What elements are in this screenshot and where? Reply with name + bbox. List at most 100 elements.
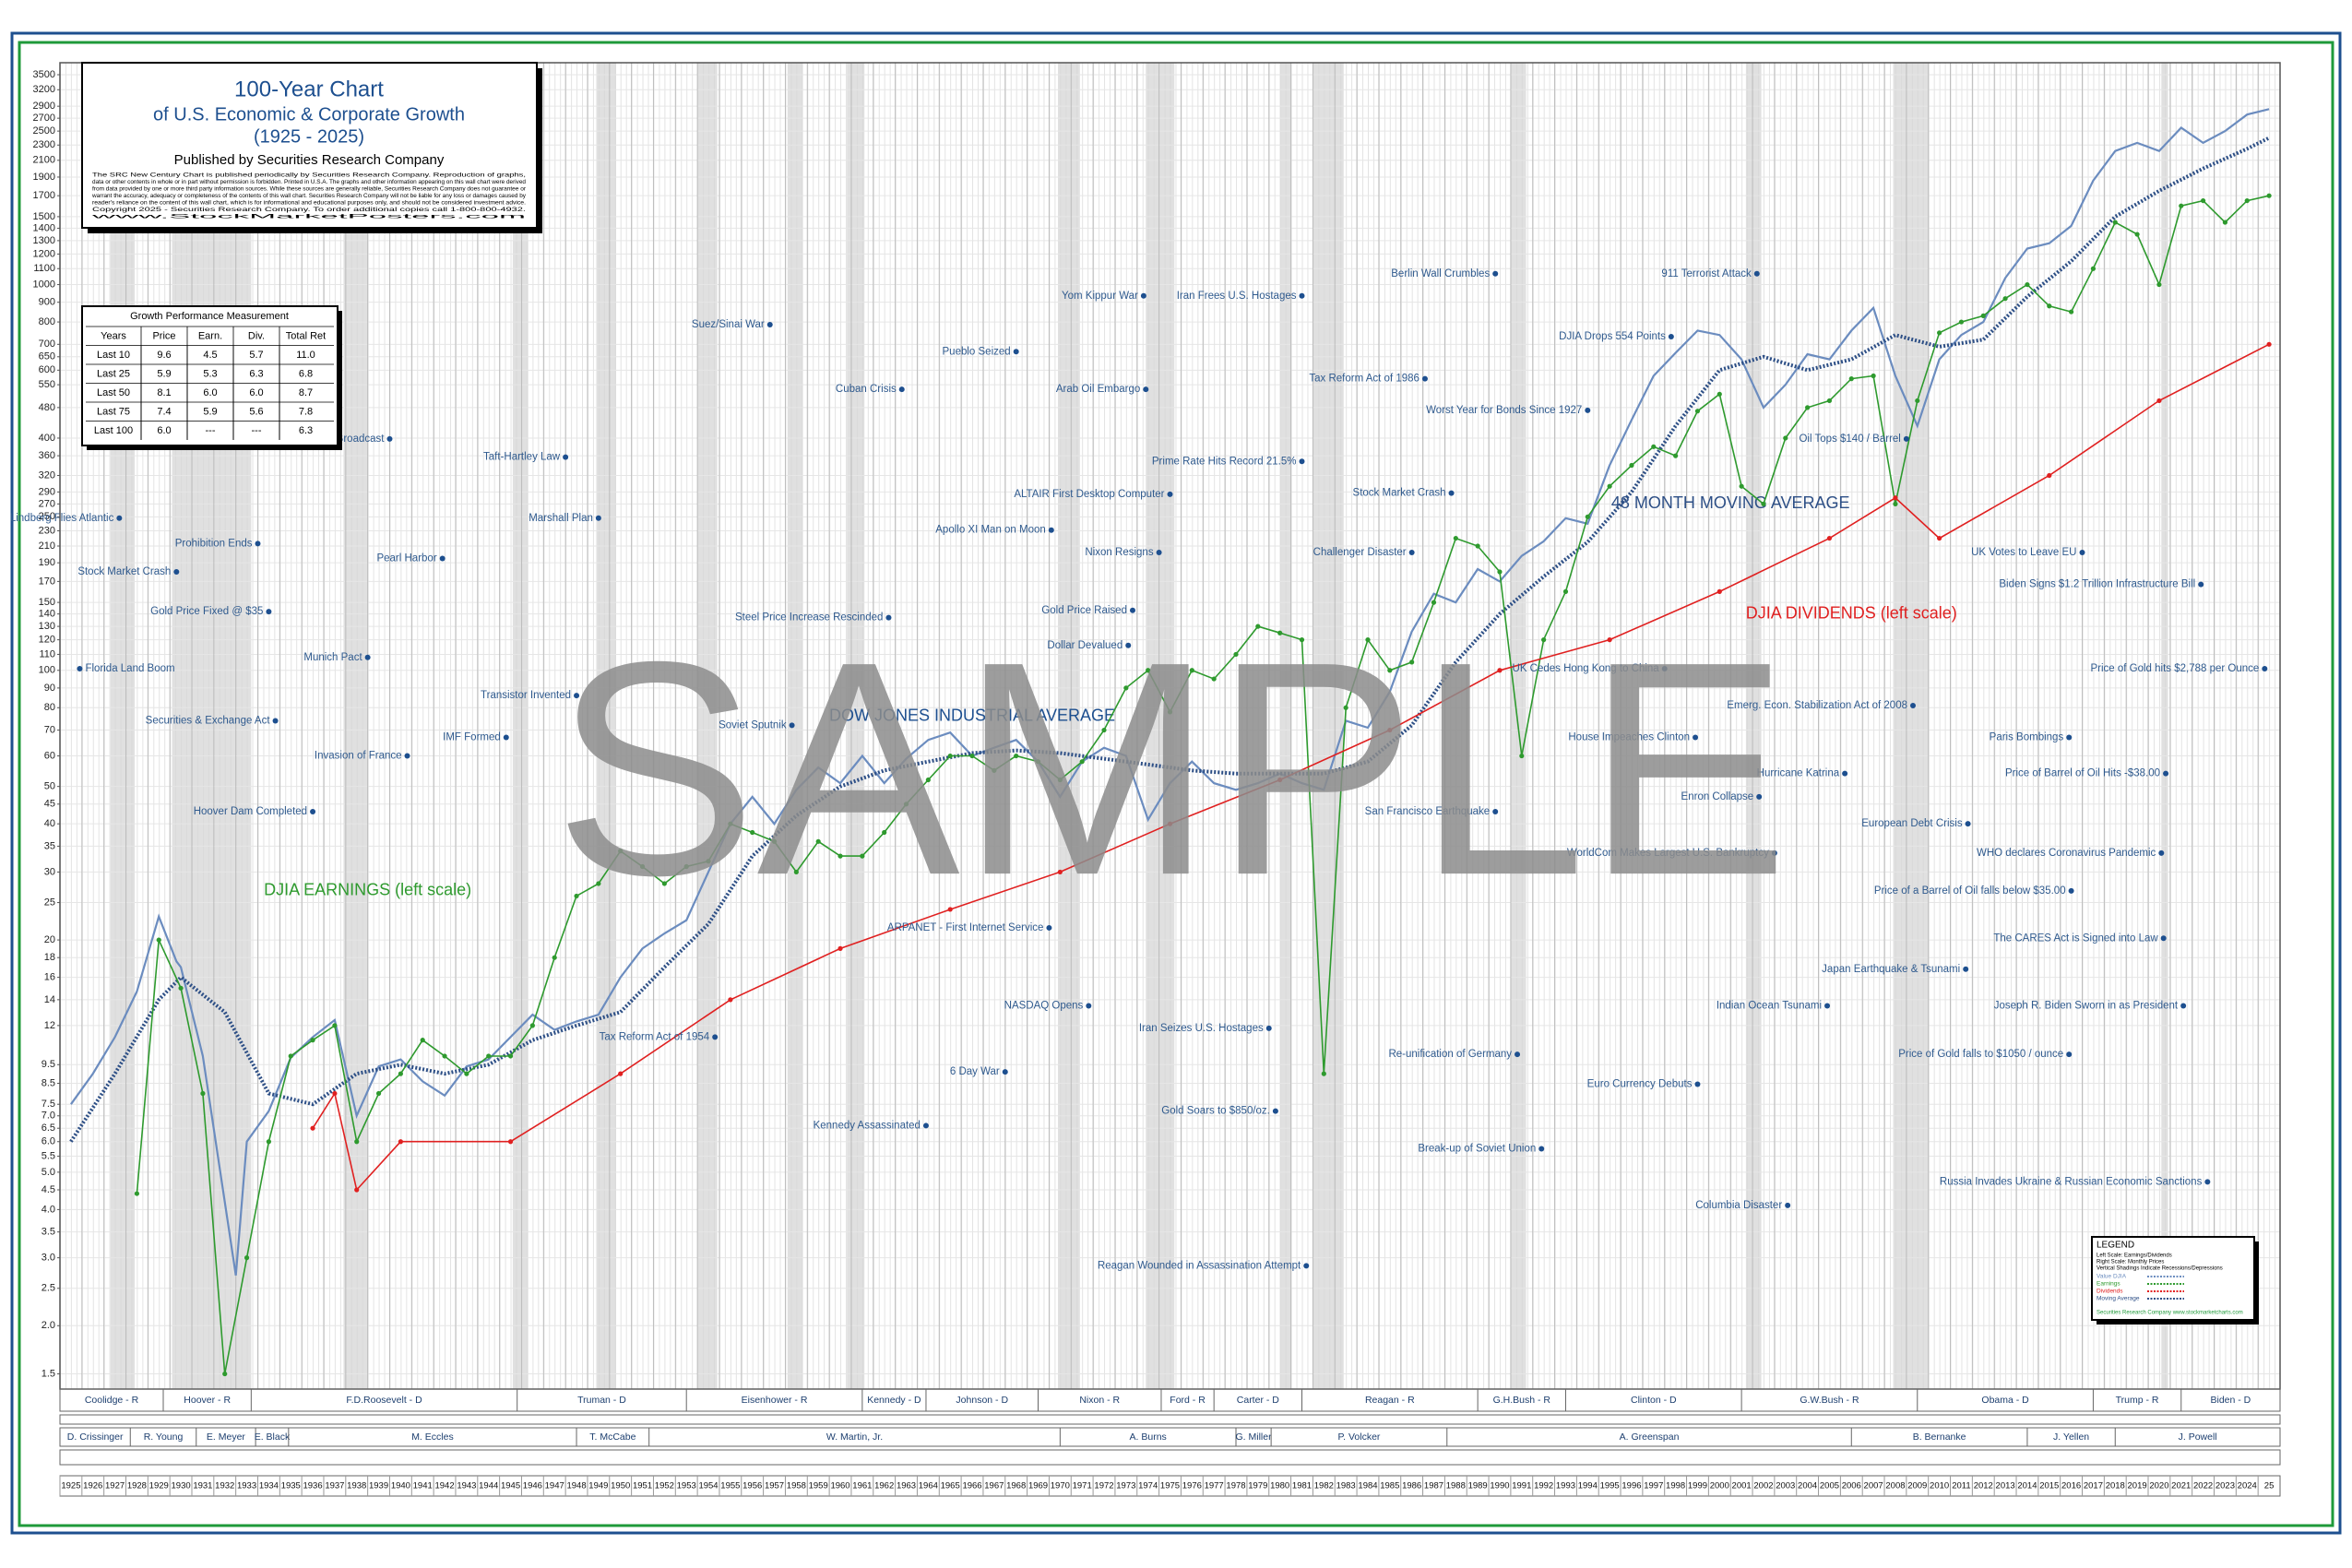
presidents-name: Johnson - D xyxy=(956,1395,1008,1406)
event-dot xyxy=(1753,270,1760,277)
row-frame xyxy=(59,1449,2281,1466)
table-cell: 8.7 xyxy=(299,387,313,398)
year-label: 2014 xyxy=(2017,1481,2037,1491)
year-label: 1945 xyxy=(501,1481,520,1491)
event-dot xyxy=(2066,734,2073,741)
event-dot xyxy=(574,693,580,699)
series-point xyxy=(1893,495,1898,501)
year-label: 1936 xyxy=(303,1481,322,1491)
year-label: 1967 xyxy=(984,1481,1004,1491)
series-point xyxy=(200,1090,206,1097)
event-label: Hurricane Katrina xyxy=(1757,768,1840,779)
year-label: 2001 xyxy=(1732,1481,1752,1491)
year-label: 1978 xyxy=(1226,1481,1245,1491)
fed_chairs-name: B. Bernanke xyxy=(1913,1431,1966,1443)
year-label: 1950 xyxy=(611,1481,630,1491)
event-dot xyxy=(439,555,445,562)
series-point xyxy=(661,881,667,886)
year-label: 2003 xyxy=(1776,1481,1795,1491)
series-point xyxy=(639,863,646,870)
event-dot xyxy=(1086,1003,1092,1009)
series-point xyxy=(398,1071,403,1076)
event-dot xyxy=(1824,1003,1831,1009)
series-point xyxy=(1915,398,1920,404)
event-label: Stock Market Crash xyxy=(1353,488,1446,499)
event-label: Joseph R. Biden Sworn in as President xyxy=(1994,1000,2179,1011)
series-point xyxy=(1562,588,1569,594)
year-label: 1977 xyxy=(1205,1481,1224,1491)
y-tick-label: 150 xyxy=(39,597,55,608)
series-point xyxy=(1937,330,1942,336)
event-dot xyxy=(1538,1146,1545,1152)
year-label: 2010 xyxy=(1930,1481,1949,1491)
series-point xyxy=(947,753,953,759)
year-label: 1931 xyxy=(193,1481,212,1491)
year-label: 1964 xyxy=(919,1481,938,1491)
fed_chairs-name: G. Miller xyxy=(1236,1431,1273,1443)
event-label: House Impeaches Clinton xyxy=(1568,732,1690,743)
series-point xyxy=(1409,659,1415,665)
y-tick-label: 700 xyxy=(39,339,55,350)
presidents-name: Trump - R xyxy=(2116,1395,2159,1406)
series-point xyxy=(1761,501,1766,506)
fed_chairs-name: P. Volcker xyxy=(1337,1431,1380,1443)
series-point xyxy=(332,1090,338,1097)
event-dot xyxy=(1693,734,1699,741)
y-tick-label: 40 xyxy=(44,818,55,829)
series-point xyxy=(793,869,799,875)
table-cell: 6.0 xyxy=(157,425,171,436)
y-tick-label: 170 xyxy=(39,576,55,587)
legend-label: Dividends xyxy=(2097,1289,2123,1295)
y-tick-label: 270 xyxy=(39,498,55,509)
year-label: 2002 xyxy=(1753,1481,1773,1491)
fed_chairs-name: T. McCabe xyxy=(589,1431,636,1443)
recession-band xyxy=(787,63,803,1389)
year-label: 2000 xyxy=(1710,1481,1729,1491)
series-point xyxy=(1321,1071,1326,1076)
series-point xyxy=(1541,637,1547,643)
series-label: DJIA EARNINGS (left scale) xyxy=(264,881,471,899)
year-label: 1973 xyxy=(1116,1481,1135,1491)
series-point xyxy=(442,1053,447,1059)
series-label: DJIA DIVIDENDS (left scale) xyxy=(1746,603,1957,622)
year-label: 1941 xyxy=(413,1481,433,1491)
year-label: 2015 xyxy=(2039,1481,2059,1491)
year-label: 2006 xyxy=(1842,1481,1861,1491)
series-point xyxy=(1958,319,1965,325)
year-label: 1992 xyxy=(1534,1481,1553,1491)
year-label: 1988 xyxy=(1446,1481,1466,1491)
table-cell: Last 10 xyxy=(97,350,130,361)
series-point xyxy=(1848,376,1854,382)
year-label: 1935 xyxy=(281,1481,301,1491)
table-cell: 6.0 xyxy=(203,387,217,398)
y-tick-label: 480 xyxy=(39,402,55,413)
series-point xyxy=(728,997,733,1003)
event-label: Paris Bombings xyxy=(1990,732,2064,743)
series-point xyxy=(464,1071,469,1076)
series-point xyxy=(771,838,778,844)
disclaimer-line: reader's reliance on the content of this… xyxy=(92,201,526,207)
y-tick-label: 2.0 xyxy=(42,1320,55,1331)
event-label: UK Votes to Leave EU xyxy=(1971,547,2076,558)
year-label: 1947 xyxy=(545,1481,564,1491)
title-frame xyxy=(81,62,538,229)
event-dot xyxy=(310,809,316,815)
y-tick-label: 70 xyxy=(44,724,55,735)
y-tick-label: 130 xyxy=(39,621,55,632)
table-cell: Div. xyxy=(248,330,265,341)
event-label: Indian Ocean Tsunami xyxy=(1716,1000,1822,1011)
y-tick-label: 4.5 xyxy=(42,1184,55,1195)
series-point xyxy=(1299,637,1305,643)
year-label: 1960 xyxy=(830,1481,849,1491)
fed_chairs-name: A. Greenspan xyxy=(1620,1431,1680,1443)
event-label: Tax Reform Act of 1986 xyxy=(1309,374,1420,385)
event-dot xyxy=(898,386,905,393)
event-dot xyxy=(595,515,601,521)
presidents-name: Carter - D xyxy=(1237,1395,1280,1406)
table-cell: 7.8 xyxy=(299,406,313,417)
event-dot xyxy=(1048,527,1054,533)
series-point xyxy=(2200,197,2206,204)
series-point xyxy=(860,853,865,859)
series-point xyxy=(1079,759,1085,765)
